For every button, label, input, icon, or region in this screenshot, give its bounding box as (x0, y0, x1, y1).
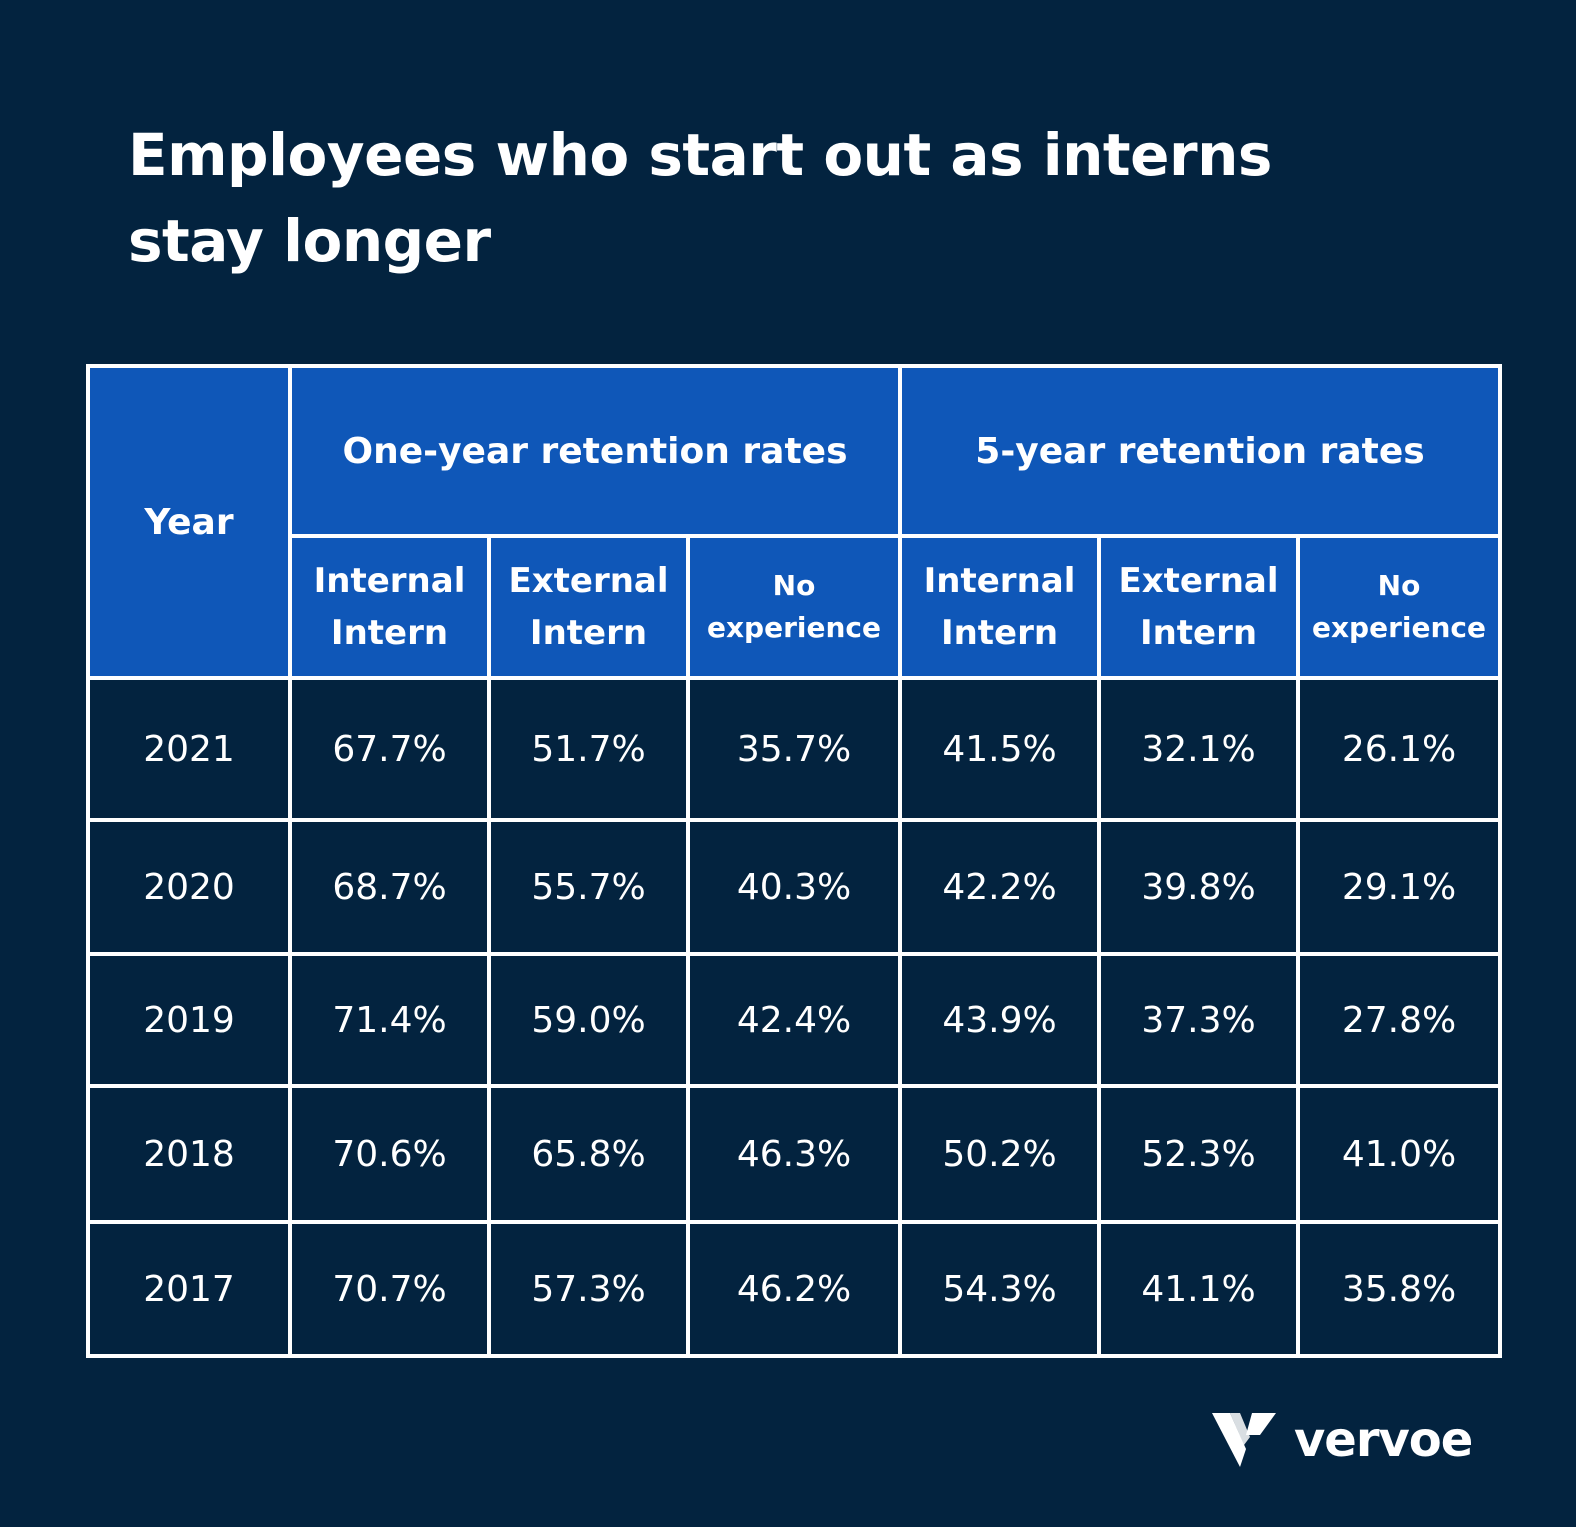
table-row: 2020 68.7% 55.7% 40.3% 42.2% 39.8% 29.1% (86, 818, 1503, 956)
value-cell: 27.8% (1296, 952, 1503, 1088)
value-cell: 32.1% (1097, 676, 1301, 822)
header-line: No (772, 569, 816, 602)
value-cell: 46.2% (685, 1220, 903, 1358)
chart-title: Employees who start out as interns stay … (128, 121, 1272, 275)
value-cell: 39.8% (1097, 818, 1301, 956)
header-line: Intern (330, 613, 449, 653)
value-cell: 35.8% (1296, 1220, 1503, 1358)
value-cell: 59.0% (487, 952, 690, 1088)
table-row: 2019 71.4% 59.0% 42.4% 43.9% 37.3% 27.8% (86, 952, 1503, 1088)
header-line: External (1118, 561, 1279, 601)
value-cell: 70.6% (288, 1084, 491, 1224)
five-year-external-intern-header: External Intern (1097, 534, 1301, 680)
value-cell: 40.3% (685, 818, 903, 956)
five-year-internal-intern-header: Internal Intern (898, 534, 1102, 680)
value-cell: 35.7% (685, 676, 903, 822)
header-line: Intern (940, 613, 1059, 653)
brand-logo: vervoe (1210, 1408, 1473, 1472)
one-year-external-intern-header: External Intern (487, 534, 690, 680)
value-cell: 51.7% (487, 676, 690, 822)
retention-table: Year One-year retention rates 5-year ret… (86, 364, 1503, 1358)
value-cell: 54.3% (898, 1220, 1102, 1358)
value-cell: 41.0% (1296, 1084, 1503, 1224)
header-line: Internal (923, 561, 1076, 601)
header-line: experience (707, 611, 882, 644)
brand-name: vervoe (1294, 1412, 1473, 1468)
value-cell: 50.2% (898, 1084, 1102, 1224)
value-cell: 71.4% (288, 952, 491, 1088)
one-year-group-header: One-year retention rates (287, 364, 903, 538)
five-year-group-header: 5-year retention rates (898, 364, 1503, 538)
value-cell: 67.7% (288, 676, 491, 822)
header-line: Intern (1139, 613, 1258, 653)
year-cell: 2021 (86, 676, 292, 822)
value-cell: 57.3% (487, 1220, 690, 1358)
value-cell: 68.7% (288, 818, 491, 956)
header-line: No (1377, 569, 1421, 602)
value-cell: 42.4% (685, 952, 903, 1088)
value-cell: 70.7% (288, 1220, 491, 1358)
value-cell: 43.9% (898, 952, 1102, 1088)
value-cell: 55.7% (487, 818, 690, 956)
value-cell: 41.1% (1097, 1220, 1301, 1358)
year-cell: 2017 (86, 1220, 292, 1358)
table-row: 2021 67.7% 51.7% 35.7% 41.5% 32.1% 26.1% (86, 676, 1503, 822)
header-line: External (508, 561, 669, 601)
value-cell: 29.1% (1296, 818, 1503, 956)
vervoe-v-logo-icon (1212, 1413, 1276, 1467)
value-cell: 52.3% (1097, 1084, 1301, 1224)
year-cell: 2018 (86, 1084, 292, 1224)
header-line: Internal (313, 561, 466, 601)
value-cell: 37.3% (1097, 952, 1301, 1088)
header-line: experience (1312, 611, 1487, 644)
header-line: Intern (529, 613, 648, 653)
value-cell: 65.8% (487, 1084, 690, 1224)
year-column-header: Year (86, 364, 292, 680)
one-year-internal-intern-header: Internal Intern (288, 534, 491, 680)
one-year-no-experience-header: No experience (685, 534, 903, 680)
value-cell: 46.3% (685, 1084, 903, 1224)
five-year-no-experience-header: No experience (1296, 534, 1503, 680)
table-row: 2018 70.6% 65.8% 46.3% 50.2% 52.3% 41.0% (86, 1084, 1503, 1224)
value-cell: 41.5% (898, 676, 1102, 822)
value-cell: 42.2% (898, 818, 1102, 956)
value-cell: 26.1% (1296, 676, 1503, 822)
year-cell: 2019 (86, 952, 292, 1088)
table-row: 2017 70.7% 57.3% 46.2% 54.3% 41.1% 35.8% (86, 1220, 1503, 1358)
year-cell: 2020 (86, 818, 292, 956)
